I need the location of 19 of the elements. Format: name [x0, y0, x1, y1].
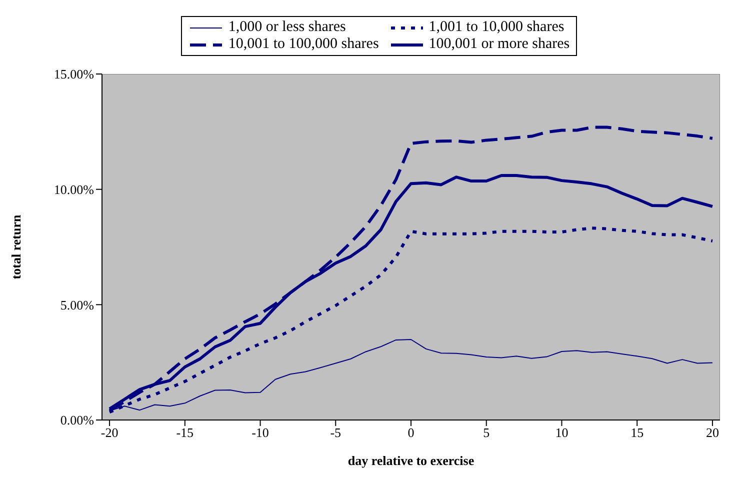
legend-label: 1,001 to 10,000 shares [428, 19, 564, 36]
x-tick-label: 15 [630, 425, 644, 440]
y-tick-label: 0.00% [60, 412, 94, 428]
y-tick-label: 10.00% [54, 182, 94, 197]
x-tick-label: 10 [555, 425, 568, 440]
legend-label: 100,001 or more shares [428, 36, 570, 53]
x-tick-label: -10 [252, 425, 269, 440]
y-tick-label: 15.00% [54, 66, 94, 82]
legend-label: 10,001 to 100,000 shares [228, 36, 379, 53]
y-axis-title: total return [8, 214, 24, 280]
y-tick-label: 5.00% [60, 297, 94, 312]
legend-label: 1,000 or less shares [228, 19, 346, 36]
x-tick-label: 5 [483, 425, 490, 440]
x-tick-label: 20 [706, 425, 719, 440]
x-tick-label: -15 [176, 425, 194, 440]
x-tick-label: 0 [408, 425, 414, 440]
x-axis-title: day relative to exercise [348, 453, 474, 468]
x-tick-label: -20 [100, 425, 118, 440]
x-tick-label: -5 [330, 425, 342, 440]
